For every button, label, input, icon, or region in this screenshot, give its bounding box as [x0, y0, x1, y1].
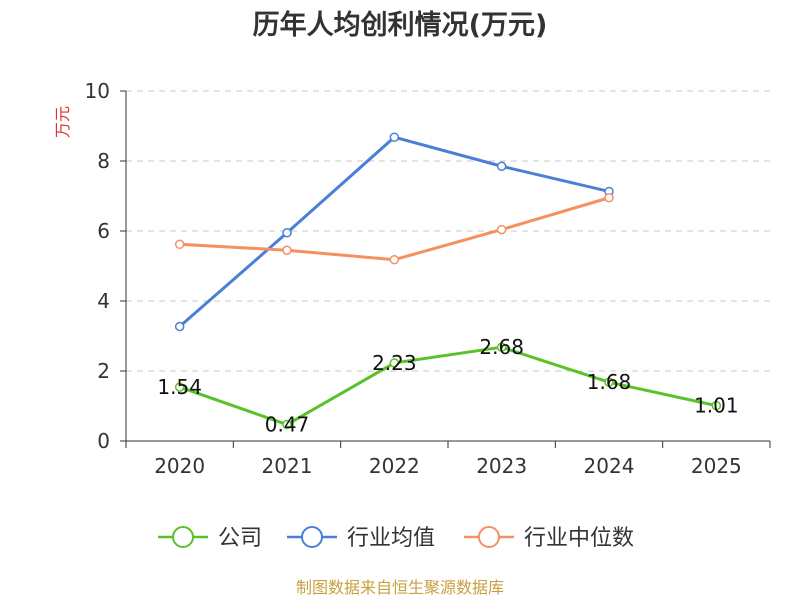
data-label: 1.54 [157, 375, 202, 399]
x-tick-label: 2021 [262, 454, 313, 478]
data-point [389, 254, 400, 265]
x-tick-label: 2023 [476, 454, 527, 478]
legend-label: 公司 [218, 526, 262, 551]
legend-item-0[interactable]: 公司 [158, 526, 262, 551]
grid-lines [126, 90, 770, 372]
data-label: 2.23 [372, 351, 417, 375]
data-point [282, 245, 292, 255]
series-line-0 [179, 345, 717, 427]
legend-item-1[interactable]: 行业均值 [287, 526, 435, 551]
legend-marker [301, 526, 323, 548]
data-point [282, 419, 292, 430]
data-point [174, 382, 185, 392]
y-tick-label: 10 [85, 79, 110, 103]
data-label: 1.68 [587, 370, 632, 394]
x-tick-label: 2020 [154, 454, 205, 478]
legend-label: 行业中位数 [524, 526, 634, 551]
chart-title: 历年人均创利情况(万元) [253, 9, 548, 41]
y-tick-label: 0 [97, 429, 110, 453]
data-label: 2.68 [479, 335, 524, 359]
data-point [496, 342, 507, 352]
data-point [711, 400, 722, 411]
y-axis-label: 万元 [53, 106, 72, 138]
data-label: 0.47 [265, 413, 310, 437]
y-tick-label: 6 [97, 219, 110, 243]
x-tick-label: 2025 [691, 454, 742, 478]
series-line-1 [178, 135, 610, 328]
legend-item-2[interactable]: 行业中位数 [464, 526, 634, 551]
series-lines [174, 132, 722, 430]
data-label: 1.01 [694, 394, 739, 418]
data-point [389, 132, 400, 142]
x-tick-label: 2022 [369, 454, 420, 478]
data-point [496, 161, 507, 171]
data-point [496, 224, 507, 235]
legend-label: 行业均值 [347, 526, 435, 551]
source-note: 制图数据来自恒生聚源数据库 [296, 578, 504, 597]
legend-marker [172, 526, 194, 548]
axes: 0 2 4 6 8 10 2020 2021 2022 2023 2024 2025 [85, 79, 771, 478]
y-tick-label: 2 [97, 359, 110, 383]
legend[interactable]: 公司 行业均值 行业中位数 [158, 526, 634, 551]
data-point [282, 228, 292, 238]
data-point [604, 377, 614, 387]
data-point [174, 321, 185, 332]
data-point [389, 358, 400, 368]
series-line-2 [179, 196, 610, 262]
data-point [174, 239, 185, 250]
data-labels: 1.54 0.47 2.23 2.68 1.68 1.01 [157, 335, 738, 436]
data-point [604, 193, 614, 203]
y-tick-label: 8 [97, 149, 110, 173]
y-tick-label: 4 [97, 289, 110, 313]
legend-marker [478, 526, 500, 548]
x-tick-label: 2024 [584, 454, 635, 478]
